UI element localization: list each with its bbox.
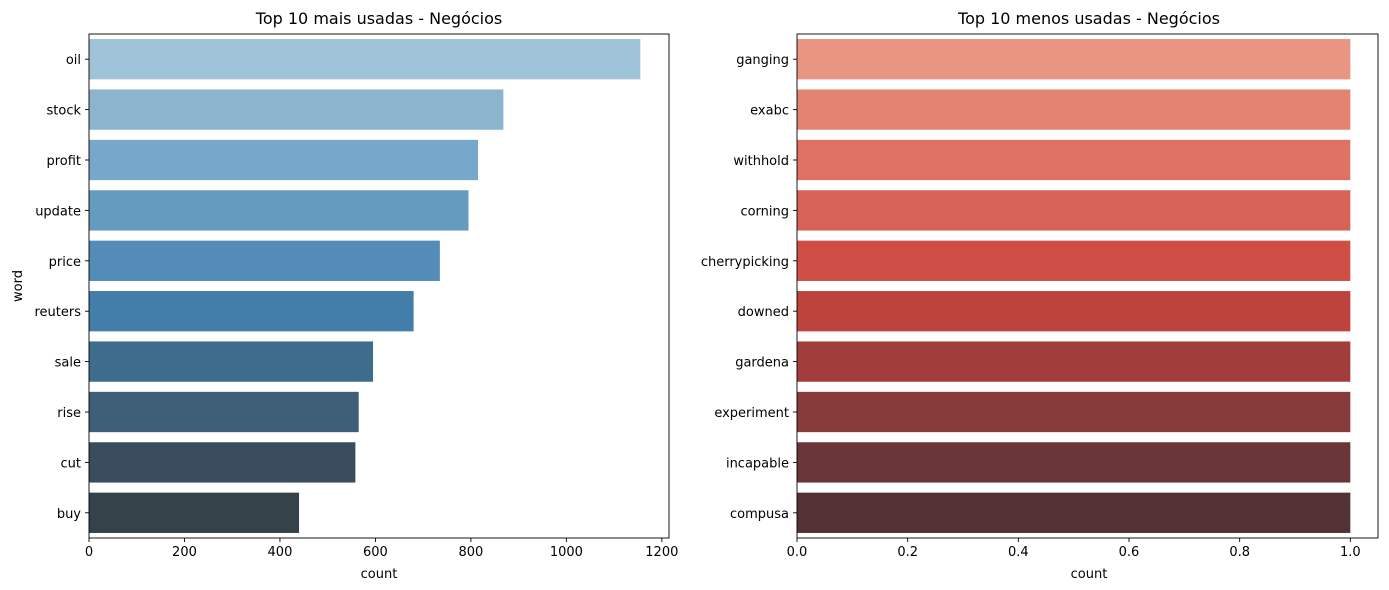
right-x-tick-label: 0.0	[787, 545, 808, 560]
left-x-tick-label: 600	[363, 545, 388, 560]
right-x-tick-label: 0.2	[897, 545, 918, 560]
left-x-axis-label: count	[361, 567, 398, 582]
right-y-tick-label: gardena	[735, 356, 789, 371]
left-bar-reuters	[89, 291, 414, 332]
left-y-tick-label: oil	[66, 53, 81, 68]
left-y-tick-label: sale	[55, 356, 81, 371]
right-bars	[797, 39, 1351, 533]
left-bar-update	[89, 190, 469, 231]
right-bar-ganging	[797, 39, 1351, 80]
right-plot-frame	[796, 33, 1379, 539]
right-bar-incapable	[797, 442, 1351, 483]
left-y-tick-label: cut	[61, 456, 81, 471]
right-y-tick-label: incapable	[726, 456, 789, 471]
left-y-tick-label: rise	[57, 406, 81, 421]
left-x-ticks: 0 200 400 600 800 1000 1200	[85, 538, 678, 560]
right-y-tick-label: experiment	[714, 406, 789, 421]
left-bar-buy	[89, 492, 300, 533]
right-y-tick-label: ganging	[736, 53, 789, 68]
left-bar-oil	[89, 39, 641, 80]
right-x-tick-label: 0.4	[1008, 545, 1029, 560]
left-y-axis-label: word	[11, 270, 26, 302]
left-y-tick-label: profit	[46, 154, 81, 169]
left-chart-panel: Top 10 mais usadas - Negócios oil stock pr…	[11, 9, 678, 582]
left-y-tick-label: stock	[47, 104, 82, 119]
right-y-tick-label: corning	[740, 204, 789, 219]
right-x-tick-label: 1.0	[1340, 545, 1361, 560]
right-y-tick-label: exabc	[750, 104, 789, 119]
right-bar-experiment	[797, 391, 1351, 433]
left-x-tick-label: 400	[268, 545, 293, 560]
left-plot-frame	[88, 33, 670, 539]
right-bar-withhold	[797, 139, 1351, 181]
right-bar-cherrypicking	[797, 240, 1351, 281]
left-y-tick-label: price	[49, 255, 81, 270]
right-bar-corning	[797, 190, 1351, 231]
left-x-tick-label: 0	[85, 545, 93, 560]
left-bar-sale	[89, 341, 374, 382]
right-y-tick-label: compusa	[730, 507, 789, 522]
left-bars	[89, 39, 641, 533]
right-bar-downed	[797, 291, 1351, 332]
right-bar-compusa	[797, 492, 1351, 533]
left-x-tick-label: 200	[172, 545, 197, 560]
left-x-tick-label: 1000	[550, 545, 583, 560]
right-chart-title: Top 10 menos usadas - Negócios	[957, 9, 1220, 28]
right-y-ticks: ganging exabc withhold corning cherrypicking…	[701, 53, 797, 522]
right-y-tick-label: cherrypicking	[701, 255, 789, 270]
left-bar-cut	[89, 442, 356, 483]
right-bar-exabc	[797, 89, 1351, 130]
right-x-tick-label: 0.6	[1119, 545, 1140, 560]
left-y-ticks: oil stock profit update price reuters sale rise…	[34, 53, 89, 522]
right-y-tick-label: downed	[738, 305, 789, 320]
left-chart-title: Top 10 mais usadas - Negócios	[255, 9, 502, 28]
left-x-tick-label: 1200	[645, 545, 678, 560]
left-x-tick-label: 800	[458, 545, 483, 560]
left-y-tick-label: buy	[57, 507, 81, 522]
right-y-tick-label: withhold	[733, 154, 789, 169]
right-x-tick-label: 0.8	[1229, 545, 1250, 560]
left-y-tick-label: reuters	[34, 305, 81, 320]
left-y-tick-label: update	[35, 204, 81, 219]
left-bar-rise	[89, 391, 359, 433]
left-bar-stock	[89, 89, 504, 130]
right-x-ticks: 0.0 0.2 0.4 0.6 0.8 1.0	[787, 538, 1361, 560]
left-bar-profit	[89, 139, 479, 181]
right-bar-gardena	[797, 341, 1351, 382]
right-x-axis-label: count	[1071, 567, 1108, 582]
left-bar-price	[89, 240, 440, 281]
right-chart-panel: Top 10 menos usadas - Negócios ganging ex…	[701, 9, 1379, 582]
